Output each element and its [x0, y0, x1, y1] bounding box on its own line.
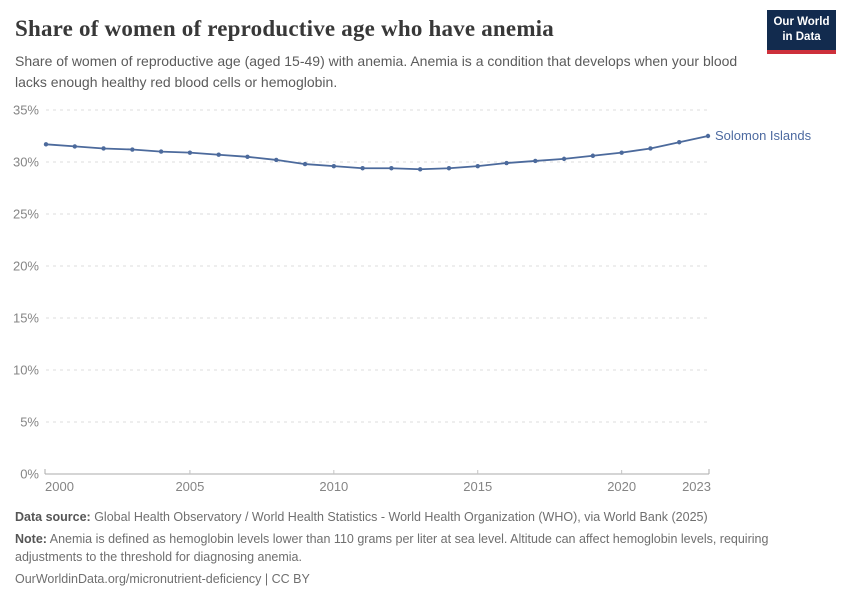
data-point-2023[interactable] [705, 133, 711, 139]
y-axis-label-20: 20% [13, 259, 39, 274]
y-axis-label-15: 15% [13, 311, 39, 326]
x-axis-label-2015: 2015 [463, 479, 492, 494]
chart-subtitle: Share of women of reproductive age (aged… [15, 53, 738, 90]
data-point-2006[interactable] [216, 152, 221, 157]
note-text: Anemia is defined as hemoglobin levels l… [15, 532, 769, 564]
x-axis-label-2010: 2010 [319, 479, 348, 494]
data-point-2016[interactable] [504, 160, 509, 166]
data-point-2000[interactable] [43, 142, 49, 147]
x-axis-label-2005: 2005 [175, 479, 204, 494]
data-point-2019[interactable] [590, 153, 596, 158]
data-point-2021[interactable] [648, 146, 653, 151]
data-point-2017[interactable] [533, 158, 538, 164]
data-point-2008[interactable] [274, 157, 279, 163]
owid-logo-line1: Our World [773, 16, 830, 29]
owid-logo-line2: in Data [782, 31, 821, 43]
chart-footer: Data source: Global Health Observatory /… [15, 509, 837, 593]
chart-area: 0% 5% 10% 15% 20% 25% 30% 35% 2000 2005 2010 2015 20… [0, 95, 850, 507]
x-axis-label-2000: 2000 [45, 479, 74, 494]
data-source-line: Data source: Global Health Observatory /… [15, 509, 837, 526]
data-point-2018[interactable] [561, 156, 567, 162]
y-axis-label-10: 10% [13, 363, 39, 378]
data-point-2022[interactable] [677, 140, 682, 145]
data-point-2013[interactable] [417, 167, 423, 172]
data-source-label: Data source: [15, 510, 91, 524]
y-axis-label-5: 5% [20, 415, 39, 430]
data-point-2015[interactable] [475, 163, 480, 169]
data-point-2005[interactable] [187, 150, 193, 155]
data-point-2003[interactable] [130, 147, 135, 152]
data-point-2001[interactable] [72, 144, 77, 149]
line-chart[interactable]: 0% 5% 10% 15% 20% 25% 30% 35% 2000 2005 2010 2015 20… [0, 95, 850, 507]
chart-header: Share of women of reproductive age who h… [15, 16, 750, 93]
note-label: Note: [15, 532, 47, 547]
y-axis-label-35: 35% [13, 103, 39, 118]
entity-label[interactable]: Solomon Islands [715, 128, 812, 143]
series-line-solomon-islands[interactable] [45, 135, 709, 171]
data-point-2020[interactable] [619, 150, 624, 155]
note-line: Note: Anemia is defined as hemoglobin le… [15, 531, 837, 566]
data-point-2002[interactable] [101, 146, 106, 151]
data-point-2009[interactable] [302, 161, 308, 167]
y-axis-label-0: 0% [20, 467, 39, 482]
x-axis-label-2020: 2020 [607, 479, 636, 494]
y-axis-label-25: 25% [13, 207, 39, 222]
y-axis-label-30: 30% [13, 155, 39, 170]
data-point-2004[interactable] [158, 149, 164, 154]
data-point-2010[interactable] [331, 163, 337, 169]
data-point-2011[interactable] [360, 166, 365, 171]
chart-title: Share of women of reproductive age who h… [15, 16, 554, 41]
owid-logo[interactable]: Our World in Data [767, 10, 836, 54]
data-point-2007[interactable] [245, 154, 250, 159]
data-point-2012[interactable] [389, 166, 394, 171]
data-point-2014[interactable] [446, 166, 452, 171]
x-axis-label-2023: 2023 [682, 479, 711, 494]
data-source-text: Global Health Observatory / World Health… [90, 510, 708, 524]
footer-url[interactable]: OurWorldinData.org/micronutrient-deficie… [15, 571, 310, 586]
